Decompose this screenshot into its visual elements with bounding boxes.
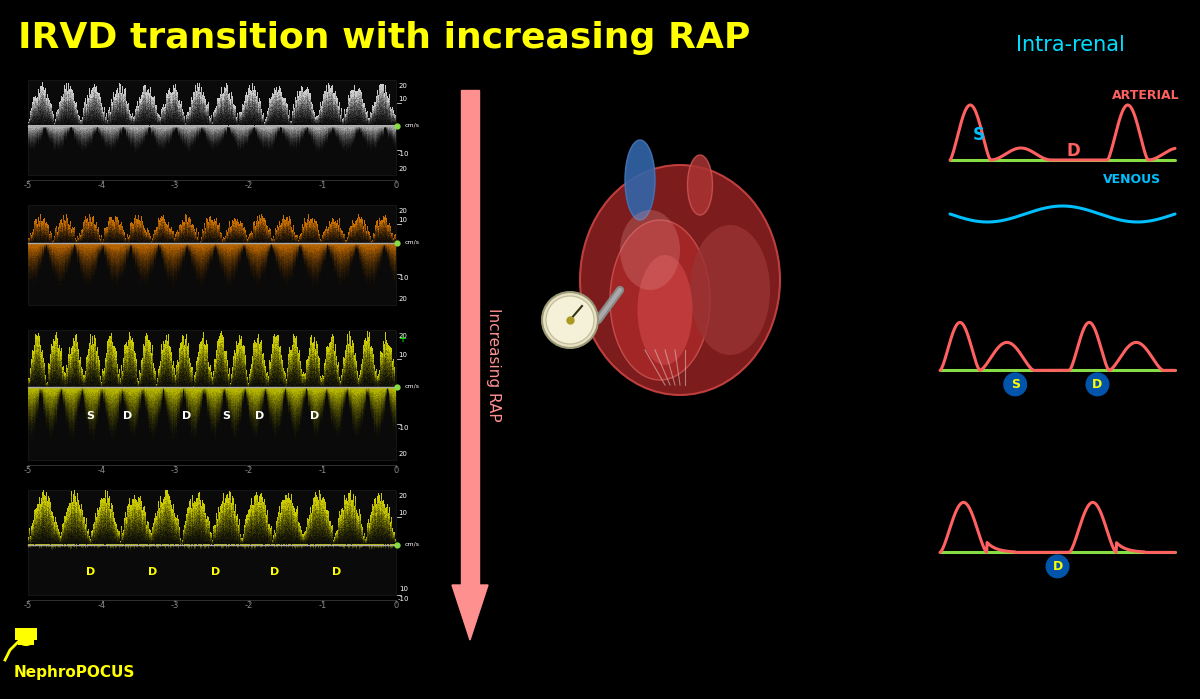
- Text: Intra-renal: Intra-renal: [1015, 35, 1124, 55]
- Text: -5: -5: [24, 181, 32, 190]
- Text: -2: -2: [245, 181, 253, 190]
- Circle shape: [542, 292, 598, 348]
- Text: 20: 20: [398, 493, 408, 499]
- Bar: [28, 490, 396, 595]
- Bar: [28, 205, 396, 305]
- Text: -4: -4: [97, 601, 106, 610]
- Text: -3: -3: [172, 181, 179, 190]
- Text: 10: 10: [398, 586, 408, 592]
- Text: 20: 20: [398, 166, 408, 172]
- Ellipse shape: [620, 210, 680, 290]
- Text: -3: -3: [172, 466, 179, 475]
- Text: D: D: [86, 567, 95, 577]
- Circle shape: [1003, 373, 1027, 396]
- Text: -5: -5: [24, 466, 32, 475]
- Text: -1: -1: [318, 181, 326, 190]
- Bar: [18, 640, 34, 645]
- Ellipse shape: [580, 165, 780, 395]
- Text: IRVD transition with increasing RAP: IRVD transition with increasing RAP: [18, 21, 750, 55]
- Text: 20: 20: [398, 451, 408, 457]
- Text: S: S: [86, 411, 95, 421]
- Text: -1: -1: [318, 466, 326, 475]
- Text: +: +: [398, 334, 406, 344]
- Text: S: S: [973, 126, 985, 143]
- Circle shape: [546, 296, 594, 344]
- Text: -5: -5: [24, 601, 32, 610]
- Text: -10: -10: [398, 151, 409, 157]
- Polygon shape: [452, 585, 488, 640]
- Text: 10: 10: [398, 96, 407, 102]
- Text: D: D: [332, 567, 342, 577]
- Bar: [28, 80, 396, 175]
- Text: S: S: [1010, 378, 1020, 391]
- Text: -10: -10: [398, 596, 409, 602]
- Text: D: D: [122, 411, 132, 421]
- Ellipse shape: [637, 255, 692, 365]
- Text: -3: -3: [172, 601, 179, 610]
- Text: -10: -10: [398, 424, 409, 431]
- Ellipse shape: [688, 155, 713, 215]
- Text: 20: 20: [398, 83, 408, 89]
- Text: -1: -1: [318, 601, 326, 610]
- Circle shape: [1086, 373, 1110, 396]
- Text: NephroPOCUS: NephroPOCUS: [14, 665, 136, 679]
- Text: -4: -4: [97, 466, 106, 475]
- Text: D: D: [149, 567, 157, 577]
- Ellipse shape: [610, 220, 710, 380]
- Text: 20: 20: [398, 296, 408, 302]
- Text: ARTERIAL: ARTERIAL: [1112, 89, 1180, 102]
- Text: 10: 10: [398, 510, 407, 517]
- Text: cm/s: cm/s: [406, 541, 420, 546]
- Text: 10: 10: [398, 217, 407, 223]
- Text: -4: -4: [97, 181, 106, 190]
- Text: D: D: [1092, 378, 1103, 391]
- Text: -2: -2: [245, 466, 253, 475]
- Text: -10: -10: [398, 275, 409, 281]
- Text: D: D: [211, 567, 221, 577]
- Circle shape: [1045, 554, 1069, 578]
- Bar: [28, 330, 396, 460]
- Ellipse shape: [625, 140, 655, 220]
- Bar: [461, 90, 479, 585]
- Text: cm/s: cm/s: [406, 122, 420, 127]
- Text: D: D: [1067, 142, 1081, 160]
- Text: 20: 20: [398, 208, 408, 214]
- Text: 0: 0: [394, 181, 398, 190]
- Ellipse shape: [690, 225, 770, 355]
- Text: D: D: [1052, 560, 1063, 573]
- Text: Increasing RAP: Increasing RAP: [486, 308, 502, 421]
- Text: VENOUS: VENOUS: [1103, 173, 1162, 186]
- Text: S: S: [223, 411, 230, 421]
- Text: -2: -2: [245, 601, 253, 610]
- Text: D: D: [270, 567, 280, 577]
- Text: 0: 0: [394, 466, 398, 475]
- Text: 0: 0: [394, 601, 398, 610]
- Text: D: D: [256, 411, 264, 421]
- Bar: [14, 628, 37, 640]
- Text: cm/s: cm/s: [406, 384, 420, 389]
- Text: 10: 10: [398, 352, 407, 358]
- Text: D: D: [181, 411, 191, 421]
- Text: D: D: [311, 411, 319, 421]
- Text: 20: 20: [398, 333, 408, 339]
- Text: cm/s: cm/s: [406, 240, 420, 245]
